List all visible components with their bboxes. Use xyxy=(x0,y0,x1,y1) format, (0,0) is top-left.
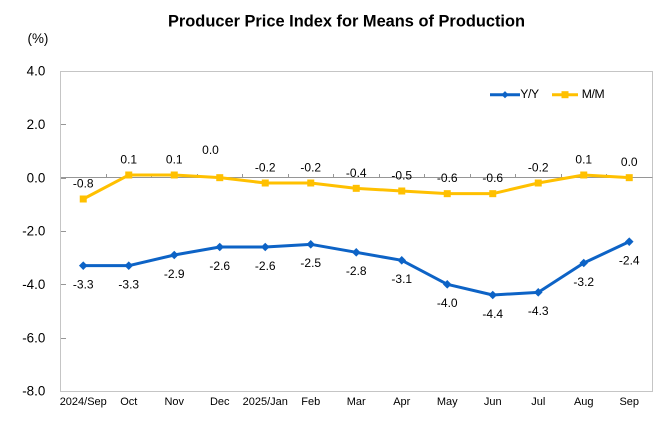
svg-text:-0.2: -0.2 xyxy=(255,161,276,175)
svg-text:(%): (%) xyxy=(28,31,49,46)
svg-text:0.0: 0.0 xyxy=(202,143,219,157)
svg-text:2024/Sep: 2024/Sep xyxy=(60,396,107,408)
svg-text:Mar: Mar xyxy=(347,396,366,408)
svg-text:-0.8: -0.8 xyxy=(73,177,94,191)
svg-text:Dec: Dec xyxy=(210,396,230,408)
svg-text:0.1: 0.1 xyxy=(120,153,137,167)
svg-text:Y/Y: Y/Y xyxy=(520,87,539,101)
svg-text:-3.1: -3.1 xyxy=(391,272,412,286)
svg-text:-4.0: -4.0 xyxy=(437,296,458,310)
svg-text:Jul: Jul xyxy=(531,396,545,408)
svg-text:4.0: 4.0 xyxy=(27,64,46,79)
svg-text:Apr: Apr xyxy=(393,396,410,408)
svg-text:2025/Jan: 2025/Jan xyxy=(243,396,288,408)
svg-text:Producer Price Index for Means: Producer Price Index for Means of Produc… xyxy=(168,13,525,31)
svg-text:0.0: 0.0 xyxy=(27,170,46,185)
svg-text:-2.0: -2.0 xyxy=(22,224,45,239)
svg-text:-8.0: -8.0 xyxy=(22,384,45,399)
svg-text:-0.2: -0.2 xyxy=(300,161,321,175)
svg-text:-4.0: -4.0 xyxy=(22,277,45,292)
svg-text:-2.5: -2.5 xyxy=(300,256,321,270)
svg-text:Oct: Oct xyxy=(120,396,137,408)
svg-text:-6.0: -6.0 xyxy=(22,330,45,345)
svg-text:-2.9: -2.9 xyxy=(164,267,185,281)
svg-text:0.1: 0.1 xyxy=(575,153,592,167)
svg-text:-2.4: -2.4 xyxy=(619,253,640,267)
svg-text:-3.3: -3.3 xyxy=(73,277,94,291)
svg-text:-0.6: -0.6 xyxy=(482,171,503,185)
svg-text:-2.6: -2.6 xyxy=(255,259,276,273)
svg-text:Sep: Sep xyxy=(619,396,639,408)
svg-text:-3.2: -3.2 xyxy=(573,275,594,289)
svg-text:May: May xyxy=(437,396,458,408)
svg-text:Jun: Jun xyxy=(484,396,502,408)
svg-text:Aug: Aug xyxy=(574,396,594,408)
svg-text:-4.4: -4.4 xyxy=(482,307,503,321)
svg-text:-4.3: -4.3 xyxy=(528,304,549,318)
svg-text:2.0: 2.0 xyxy=(27,117,46,132)
svg-text:-0.2: -0.2 xyxy=(528,161,549,175)
svg-text:Feb: Feb xyxy=(301,396,320,408)
svg-text:-0.5: -0.5 xyxy=(391,169,412,183)
svg-text:-0.6: -0.6 xyxy=(437,171,458,185)
svg-text:Nov: Nov xyxy=(164,396,184,408)
svg-text:-3.3: -3.3 xyxy=(118,277,139,291)
svg-text:-0.4: -0.4 xyxy=(346,166,367,180)
svg-text:0.0: 0.0 xyxy=(621,155,638,169)
svg-text:M/M: M/M xyxy=(582,87,605,101)
svg-text:-2.6: -2.6 xyxy=(209,259,230,273)
svg-text:0.1: 0.1 xyxy=(166,153,183,167)
svg-text:-2.8: -2.8 xyxy=(346,264,367,278)
